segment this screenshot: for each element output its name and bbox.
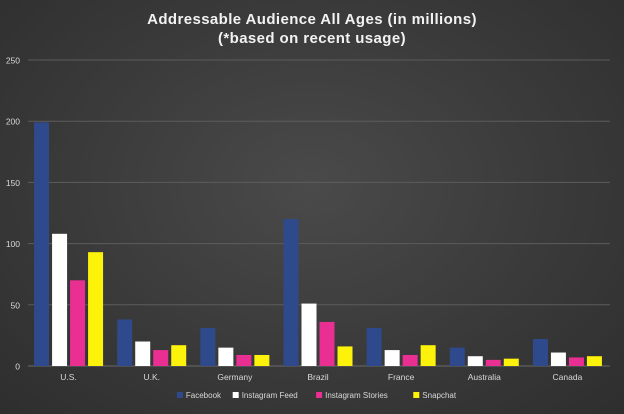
chart-title-block: Addressable Audience All Ages (in millio… <box>0 10 624 48</box>
legend-swatch <box>316 392 323 398</box>
x-tick-label: U.K. <box>143 372 160 382</box>
bar <box>88 252 104 366</box>
bar <box>254 354 270 366</box>
bar <box>135 341 151 366</box>
x-tick-label: U.S. <box>60 372 77 382</box>
bar <box>34 122 50 366</box>
bar <box>337 346 353 366</box>
legend-swatch <box>413 392 420 398</box>
bar <box>52 233 68 366</box>
y-tick-label: 50 <box>11 300 21 310</box>
x-tick-label: Brazil <box>307 372 328 382</box>
bar <box>283 219 299 366</box>
chart-title: Addressable Audience All Ages (in millio… <box>147 11 477 28</box>
bar <box>568 357 584 366</box>
y-tick-label: 100 <box>6 239 20 249</box>
bars <box>34 122 602 366</box>
bar <box>586 356 602 366</box>
bar <box>384 350 400 366</box>
y-axis-tick-labels: 0 50 100 150 200 250 <box>6 56 20 372</box>
legend-label: Facebook <box>186 391 222 400</box>
gridlines <box>28 59 610 367</box>
legend-swatch <box>176 392 183 398</box>
bar <box>236 354 252 366</box>
bar <box>70 280 86 366</box>
legend-label: Snapchat <box>422 391 457 400</box>
y-tick-label: 250 <box>6 56 20 66</box>
bar <box>550 352 566 366</box>
legend-label: Instagram Stories <box>325 391 388 400</box>
x-tick-label: Canada <box>553 372 583 382</box>
x-tick-label: Australia <box>468 372 501 382</box>
bar <box>301 303 317 366</box>
bar <box>532 339 548 366</box>
bar <box>402 354 418 366</box>
bar <box>420 345 436 366</box>
bar <box>117 319 133 366</box>
bar <box>485 359 501 366</box>
y-tick-label: 200 <box>6 117 20 127</box>
chart-subtitle: (*based on recent usage) <box>218 30 406 47</box>
bar <box>467 356 483 366</box>
y-tick-label: 0 <box>15 362 20 372</box>
bar <box>449 347 465 366</box>
x-tick-label: France <box>388 372 415 382</box>
legend-swatch <box>232 392 239 398</box>
legend-label: Instagram Feed <box>242 391 298 400</box>
bar <box>319 321 335 366</box>
bar <box>153 350 169 366</box>
x-tick-label: Germany <box>217 372 253 382</box>
y-tick-label: 150 <box>6 178 20 188</box>
bar <box>366 328 382 366</box>
bar <box>218 347 234 366</box>
legend: Facebook Instagram Feed Instagram Stories S… <box>176 391 457 400</box>
bar <box>503 358 519 366</box>
x-axis-tick-labels: U.S. U.K. Germany Brazil France Australia Cana… <box>60 372 582 382</box>
bar <box>200 328 216 366</box>
bar <box>171 345 187 366</box>
